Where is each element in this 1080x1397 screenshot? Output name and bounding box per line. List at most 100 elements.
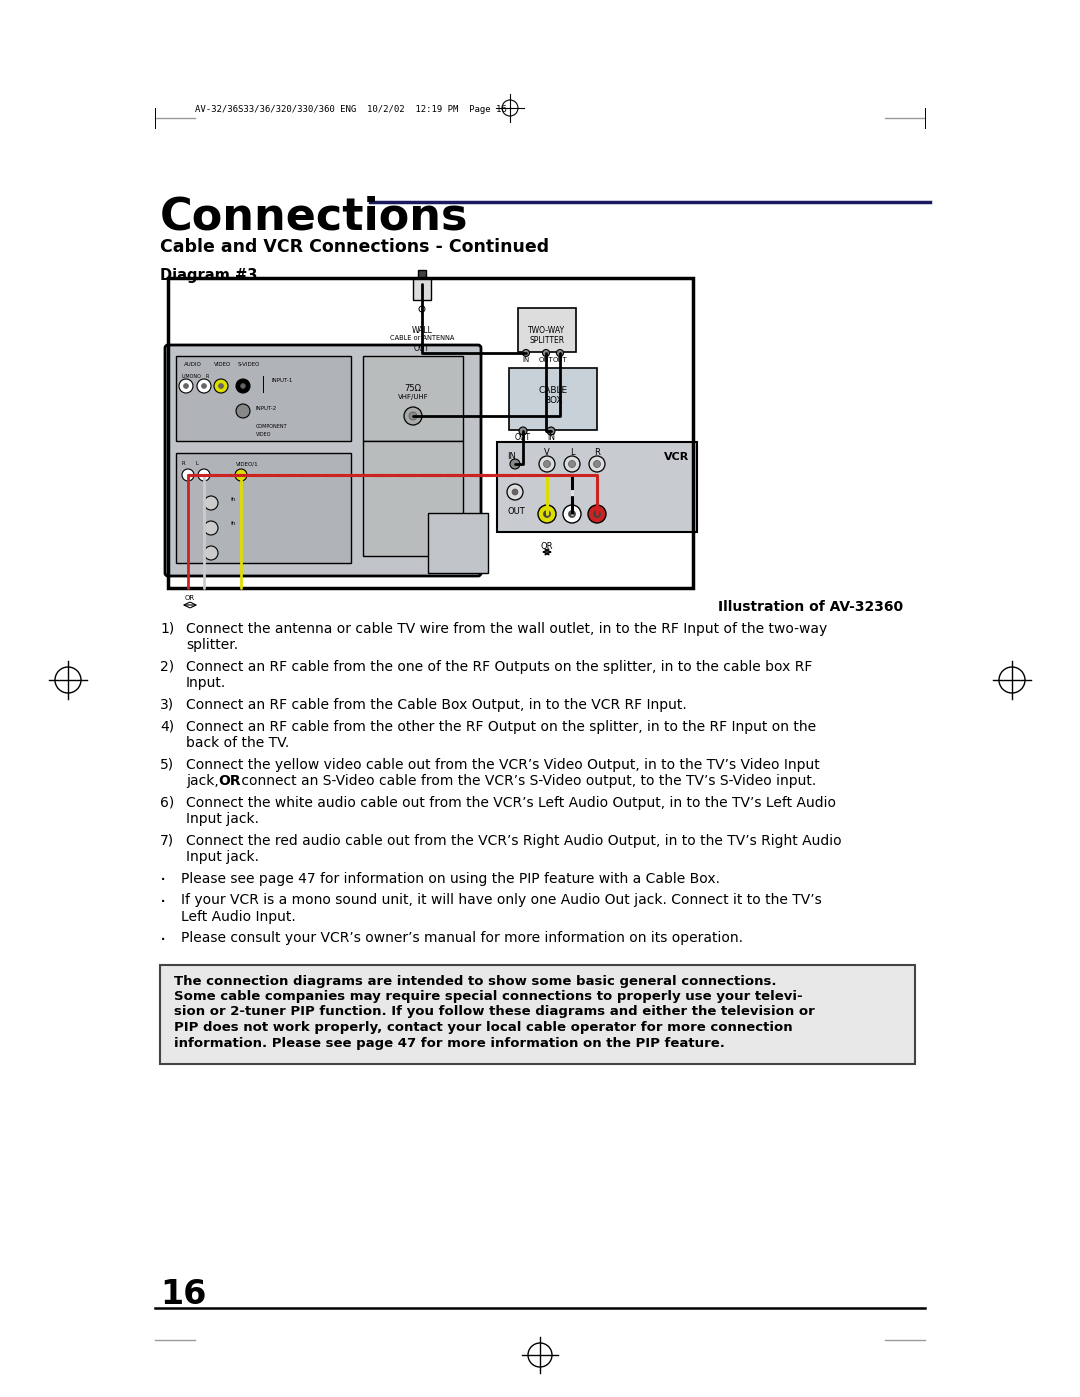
Text: VIDEO/1: VIDEO/1 — [237, 461, 258, 467]
Circle shape — [409, 412, 417, 420]
Text: IN: IN — [507, 453, 516, 461]
Text: IN: IN — [523, 358, 529, 363]
Circle shape — [204, 546, 218, 560]
Circle shape — [519, 427, 527, 434]
Text: 6): 6) — [160, 795, 174, 809]
Text: AUDIO: AUDIO — [184, 362, 202, 367]
Text: VCR: VCR — [664, 453, 689, 462]
Text: INPUT-1: INPUT-1 — [271, 379, 293, 383]
Text: AV-32/36S33/36/320/330/360 ENG  10/2/02  12:19 PM  Page 16: AV-32/36S33/36/320/330/360 ENG 10/2/02 1… — [195, 105, 507, 115]
Circle shape — [568, 461, 576, 468]
Text: Input jack.: Input jack. — [186, 849, 259, 863]
Text: R: R — [181, 461, 185, 467]
Circle shape — [507, 483, 523, 500]
Circle shape — [556, 349, 564, 356]
Circle shape — [197, 379, 211, 393]
Circle shape — [538, 504, 556, 522]
Text: CABLE or ANTENNA: CABLE or ANTENNA — [390, 335, 455, 341]
Text: 1): 1) — [160, 622, 174, 636]
Text: VIDEO: VIDEO — [256, 432, 271, 437]
Circle shape — [594, 461, 600, 468]
Text: TWO-WAY: TWO-WAY — [528, 326, 566, 335]
Circle shape — [204, 521, 218, 535]
Text: information. Please see page 47 for more information on the PIP feature.: information. Please see page 47 for more… — [174, 1037, 725, 1049]
Text: SPLITTER: SPLITTER — [529, 337, 565, 345]
Text: fn: fn — [231, 497, 237, 502]
Text: back of the TV.: back of the TV. — [186, 736, 289, 750]
Circle shape — [543, 461, 551, 468]
Bar — [497, 441, 697, 532]
Bar — [509, 367, 597, 430]
Circle shape — [235, 469, 247, 481]
Text: L/MONO: L/MONO — [181, 374, 201, 379]
Text: ·: · — [160, 872, 166, 890]
Text: Input jack.: Input jack. — [186, 812, 259, 826]
Circle shape — [184, 384, 189, 388]
Text: Cable and VCR Connections - Continued: Cable and VCR Connections - Continued — [160, 237, 549, 256]
Text: R: R — [206, 374, 210, 379]
Circle shape — [179, 379, 193, 393]
Bar — [363, 356, 463, 441]
Text: Please see page 47 for information on using the PIP feature with a Cable Box.: Please see page 47 for information on us… — [181, 872, 720, 886]
Text: Connections: Connections — [160, 196, 469, 237]
Text: WALL: WALL — [411, 326, 432, 335]
Bar — [176, 356, 351, 441]
Circle shape — [198, 469, 210, 481]
Bar — [518, 307, 576, 352]
Text: BOX: BOX — [543, 395, 563, 405]
FancyBboxPatch shape — [165, 345, 481, 576]
Text: Some cable companies may require special connections to properly use your televi: Some cable companies may require special… — [174, 990, 802, 1003]
Bar — [413, 278, 431, 300]
Text: PIP does not work properly, contact your local cable operator for more connectio: PIP does not work properly, contact your… — [174, 1021, 793, 1034]
Bar — [176, 453, 351, 563]
Circle shape — [594, 510, 600, 517]
Text: Connect the antenna or cable TV wire from the wall outlet, in to the RF Input of: Connect the antenna or cable TV wire fro… — [186, 622, 827, 636]
Text: OUT: OUT — [539, 358, 553, 363]
Bar — [428, 513, 488, 573]
Text: 3): 3) — [160, 698, 174, 712]
Circle shape — [512, 489, 518, 495]
Text: Connect an RF cable from the one of the RF Outputs on the splitter, in to the ca: Connect an RF cable from the one of the … — [186, 659, 812, 673]
Text: Connect the red audio cable out from the VCR’s Right Audio Output, in to the TV’: Connect the red audio cable out from the… — [186, 834, 841, 848]
Text: 4): 4) — [160, 719, 174, 733]
Text: Connect an RF cable from the other the RF Output on the splitter, in to the RF I: Connect an RF cable from the other the R… — [186, 719, 816, 733]
Bar — [160, 964, 915, 1065]
Text: Please consult your VCR’s owner’s manual for more information on its operation.: Please consult your VCR’s owner’s manual… — [181, 930, 743, 944]
Text: OUT: OUT — [414, 344, 430, 353]
Circle shape — [542, 349, 550, 356]
Text: OUT: OUT — [553, 358, 567, 363]
Circle shape — [564, 455, 580, 472]
Text: connect an S-Video cable from the VCR’s S-Video output, to the TV’s S-Video inpu: connect an S-Video cable from the VCR’s … — [237, 774, 816, 788]
Text: The connection diagrams are intended to show some basic general connections.: The connection diagrams are intended to … — [174, 975, 777, 988]
Circle shape — [568, 510, 576, 517]
Text: fn: fn — [231, 521, 237, 527]
Text: 5): 5) — [160, 757, 174, 771]
Bar — [363, 441, 463, 556]
Text: 16: 16 — [160, 1278, 206, 1310]
Circle shape — [589, 455, 605, 472]
Text: OUT: OUT — [507, 507, 525, 515]
Text: 75Ω: 75Ω — [405, 384, 421, 393]
Text: L: L — [195, 461, 199, 467]
Text: jack,: jack, — [186, 774, 224, 788]
Text: V: V — [544, 448, 550, 457]
Text: Connect the white audio cable out from the VCR’s Left Audio Output, in to the TV: Connect the white audio cable out from t… — [186, 795, 836, 809]
Text: Diagram #3: Diagram #3 — [160, 268, 257, 284]
Text: INPUT-2: INPUT-2 — [256, 407, 278, 411]
Bar — [168, 278, 693, 588]
Text: Left Audio Input.: Left Audio Input. — [181, 909, 296, 923]
Circle shape — [510, 460, 519, 469]
Text: If your VCR is a mono sound unit, it will have only one Audio Out jack. Connect : If your VCR is a mono sound unit, it wil… — [181, 893, 822, 907]
Text: CABLE: CABLE — [539, 386, 568, 395]
Circle shape — [204, 496, 218, 510]
Text: 7): 7) — [160, 834, 174, 848]
Text: sion or 2-tuner PIP function. If you follow these diagrams and either the televi: sion or 2-tuner PIP function. If you fol… — [174, 1006, 814, 1018]
Circle shape — [237, 379, 249, 393]
Text: Connect an RF cable from the Cable Box Output, in to the VCR RF Input.: Connect an RF cable from the Cable Box O… — [186, 698, 687, 712]
Text: OR: OR — [218, 774, 241, 788]
Text: Input.: Input. — [186, 676, 226, 690]
Circle shape — [588, 504, 606, 522]
Circle shape — [218, 384, 224, 388]
Text: VIDEO: VIDEO — [214, 362, 231, 367]
Text: Illustration of AV-32360: Illustration of AV-32360 — [718, 599, 903, 615]
